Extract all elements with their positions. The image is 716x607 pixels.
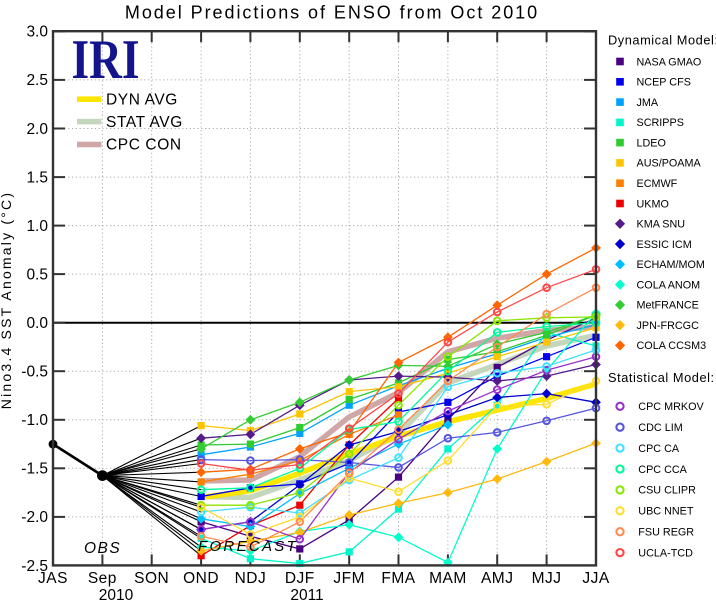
svg-text:2010: 2010 <box>99 587 134 602</box>
svg-text:FORECAST: FORECAST <box>198 538 298 555</box>
svg-text:-2.0: -2.0 <box>21 509 48 526</box>
svg-text:2.0: 2.0 <box>26 121 48 138</box>
svg-text:CPC CCA: CPC CCA <box>638 464 687 476</box>
svg-text:SON: SON <box>134 570 169 587</box>
svg-text:UBC NNET: UBC NNET <box>638 506 694 518</box>
svg-text:FMA: FMA <box>381 570 415 587</box>
svg-text:OND: OND <box>183 570 219 587</box>
svg-text:0.5: 0.5 <box>26 266 48 283</box>
svg-text:1.5: 1.5 <box>26 169 48 186</box>
svg-text:AUS/POAMA: AUS/POAMA <box>637 158 702 170</box>
svg-text:Sep: Sep <box>88 570 117 587</box>
svg-text:DJF: DJF <box>285 570 315 587</box>
svg-text:MJJ: MJJ <box>532 570 562 587</box>
svg-text:OBS: OBS <box>84 540 121 557</box>
svg-text:-0.5: -0.5 <box>21 364 48 381</box>
svg-text:ECHAM/MOM: ECHAM/MOM <box>637 259 705 271</box>
svg-text:3.0: 3.0 <box>26 24 48 41</box>
svg-text:STAT AVG: STAT AVG <box>106 114 183 131</box>
svg-text:0.0: 0.0 <box>26 315 48 332</box>
svg-text:JJA: JJA <box>582 570 610 587</box>
svg-text:DYN AVG: DYN AVG <box>106 91 178 108</box>
svg-text:Model Predictions of ENSO from: Model Predictions of ENSO from Oct 2010 <box>125 3 539 23</box>
svg-text:ECMWF: ECMWF <box>637 178 678 190</box>
svg-text:JPN-FRCGC: JPN-FRCGC <box>637 320 700 332</box>
svg-text:SCRIPPS: SCRIPPS <box>637 117 684 129</box>
svg-text:ESSIC ICM: ESSIC ICM <box>637 239 692 251</box>
svg-text:-2.5: -2.5 <box>21 558 48 575</box>
svg-text:LDEO: LDEO <box>637 137 666 149</box>
svg-text:JFM: JFM <box>333 570 365 587</box>
svg-text:CPC CON: CPC CON <box>106 137 182 154</box>
svg-text:-1.0: -1.0 <box>21 412 48 429</box>
svg-text:2.5: 2.5 <box>26 72 48 89</box>
svg-text:IRI: IRI <box>72 29 140 91</box>
svg-text:MetFRANCE: MetFRANCE <box>637 300 699 312</box>
svg-text:Dynamical Model:: Dynamical Model: <box>608 33 716 48</box>
svg-text:NCEP CFS: NCEP CFS <box>637 77 691 89</box>
svg-text:CPC CA: CPC CA <box>638 443 680 455</box>
svg-text:UCLA-TCD: UCLA-TCD <box>638 547 693 559</box>
svg-text:NDJ: NDJ <box>235 570 267 587</box>
svg-text:-1.5: -1.5 <box>21 461 48 478</box>
svg-text:NASA GMAO: NASA GMAO <box>637 56 702 68</box>
svg-text:KMA SNU: KMA SNU <box>637 219 686 231</box>
svg-text:1.0: 1.0 <box>26 218 48 235</box>
svg-text:JMA: JMA <box>637 97 659 109</box>
svg-text:COLA ANOM: COLA ANOM <box>637 279 701 291</box>
svg-text:FSU REGR: FSU REGR <box>638 527 694 539</box>
svg-text:MAM: MAM <box>429 570 467 587</box>
svg-text:AMJ: AMJ <box>481 570 514 587</box>
svg-text:JAS: JAS <box>38 570 68 587</box>
svg-text:2011: 2011 <box>290 587 323 602</box>
svg-text:CPC MRKOV: CPC MRKOV <box>638 401 704 413</box>
svg-text:Statistical Model:: Statistical Model: <box>608 370 715 385</box>
svg-text:CDC LIM: CDC LIM <box>638 422 682 434</box>
svg-text:Nino3.4 SST Anomaly (°C): Nino3.4 SST Anomaly (°C) <box>0 191 14 409</box>
svg-text:COLA CCSM3: COLA CCSM3 <box>637 340 707 352</box>
svg-text:CSU CLIPR: CSU CLIPR <box>638 485 696 497</box>
svg-text:UKMO: UKMO <box>637 198 669 210</box>
